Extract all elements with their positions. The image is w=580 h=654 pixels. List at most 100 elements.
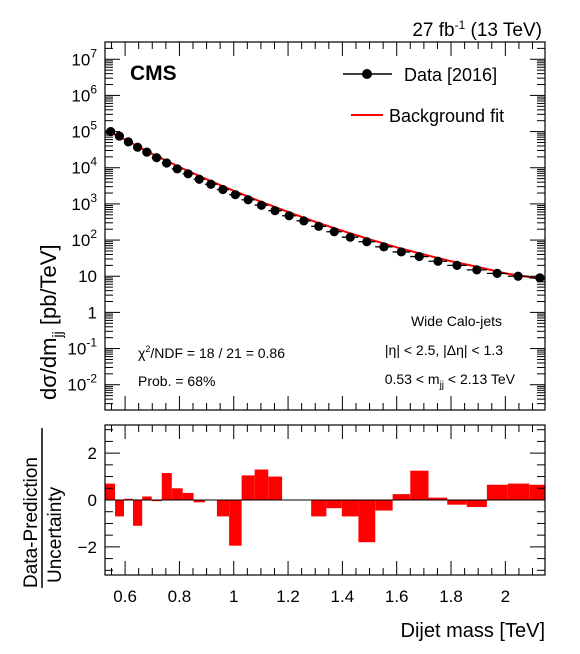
legend-fit-label: Background fit (389, 106, 504, 126)
data-point (396, 247, 406, 257)
pull-bar (105, 483, 116, 500)
y-tick-label: 10 (78, 267, 97, 286)
pull-bars (105, 469, 545, 546)
ratio-label-numerator: Data-Prediction (21, 457, 42, 588)
x-tick-label: 1.6 (385, 587, 409, 606)
data-point (329, 227, 339, 237)
pull-bar (216, 500, 230, 517)
pull-bar (326, 500, 342, 509)
data-point (218, 184, 228, 195)
y-tick-label: 105 (71, 119, 97, 142)
pull-bar (254, 469, 269, 500)
background-fit-curve (105, 129, 541, 280)
x-tick-label: 1.4 (331, 587, 355, 606)
y-tick-label: 106 (71, 82, 97, 105)
main-x-ticks (111, 42, 534, 410)
ratio-y-axis-label: Data-Prediction Uncertainty (21, 428, 66, 588)
experiment-label: CMS (130, 62, 177, 85)
y-tick-label: 10-2 (67, 372, 97, 395)
chi2-annotation: χ2/NDF = 18 / 21 = 0.86 (138, 344, 285, 361)
data-point (433, 256, 443, 266)
main-y-axis-label: dσ/dmjj [pb/TeV] (36, 244, 65, 400)
data-point (414, 251, 424, 262)
data-point (162, 158, 172, 168)
ratio-x-tick-labels: 0.6 0.8 1 1.2 1.4 1.6 1.8 2 (113, 587, 510, 606)
data-point (142, 147, 152, 157)
pull-bar (507, 483, 530, 500)
pull-bar (124, 498, 133, 500)
ratio-y-tick-label: 2 (88, 444, 97, 463)
pull-bar (151, 500, 162, 502)
data-point (452, 260, 462, 270)
main-y-tick-labels: 10-2 10-1 1 10 102 103 104 105 106 107 (67, 46, 97, 394)
ratio-y-ticks (105, 429, 545, 571)
data-point (513, 271, 523, 281)
main-y-ticks (105, 41, 545, 411)
prob-annotation: Prob. = 68% (138, 373, 215, 389)
data-point (172, 164, 182, 174)
x-axis-label: Dijet mass [TeV] (401, 620, 545, 642)
pull-bar (132, 500, 143, 526)
y-tick-label: 107 (71, 46, 97, 69)
data-point (345, 232, 355, 242)
x-tick-label: 1.8 (439, 587, 463, 606)
x-tick-label: 1 (229, 587, 238, 606)
pull-bar (428, 497, 448, 500)
pull-bar (410, 470, 429, 500)
y-tick-label: 102 (71, 227, 97, 250)
data-point (152, 153, 162, 163)
legend: Data [2016] Background fit (343, 65, 504, 126)
pull-bar (341, 500, 359, 517)
data-point (243, 195, 253, 205)
pull-bar (171, 488, 183, 500)
ratio-panel: 0.6 0.8 1 1.2 1.4 1.6 1.8 2 −2 0 2 Data-Predictio… (21, 424, 546, 642)
pull-bar (182, 492, 194, 500)
data-point (183, 169, 193, 179)
pull-bar (486, 484, 508, 500)
y-tick-label: 1 (88, 303, 97, 322)
data-point (362, 237, 372, 247)
pull-bar (142, 496, 152, 500)
pull-bar (229, 500, 242, 546)
data-point (284, 211, 294, 221)
x-tick-label: 0.6 (113, 587, 137, 606)
ratio-y-tick-labels: −2 0 2 (78, 444, 97, 557)
data-point (194, 174, 204, 184)
legend-data-marker (362, 69, 372, 79)
data-point (472, 265, 482, 275)
ratio-y-tick-label: −2 (78, 538, 97, 557)
pull-bar (241, 475, 255, 500)
pull-bar (358, 500, 376, 543)
ratio-x-ticks (111, 425, 534, 575)
x-tick-label: 2 (501, 587, 510, 606)
mjj-range-annotation: 0.53 < mjj < 2.13 TeV (385, 371, 516, 391)
x-tick-label: 1.2 (276, 587, 300, 606)
eta-cut-annotation: |η| < 2.5, |Δη| < 1.3 (385, 342, 503, 358)
pull-bar (311, 500, 327, 517)
data-point (270, 206, 280, 216)
pull-bar (447, 500, 467, 505)
pull-bar (193, 500, 205, 503)
pull-bar (392, 494, 411, 500)
pull-bar (466, 500, 487, 508)
x-tick-label: 0.8 (168, 587, 192, 606)
data-point (123, 137, 133, 147)
data-point (132, 142, 143, 152)
ratio-label-denominator: Uncertainty (45, 486, 66, 583)
jets-annotation: Wide Calo-jets (411, 313, 502, 329)
y-tick-label: 10-1 (67, 336, 97, 359)
data-point (314, 221, 324, 231)
pull-bar (268, 476, 283, 500)
main-plot-frame (104, 41, 546, 411)
lumi-label: 27 fb-1 (13 TeV) (412, 18, 542, 41)
pull-bar (115, 500, 125, 517)
pull-bar (375, 500, 393, 511)
main-panel: 10-2 10-1 1 10 102 103 104 105 106 107 CMS Data [… (36, 41, 546, 411)
y-tick-label: 103 (71, 191, 97, 214)
data-point (256, 200, 267, 210)
data-point (492, 268, 502, 278)
ratio-y-tick-label: 0 (88, 491, 97, 510)
pull-bar (529, 484, 545, 500)
data-point (379, 242, 389, 252)
